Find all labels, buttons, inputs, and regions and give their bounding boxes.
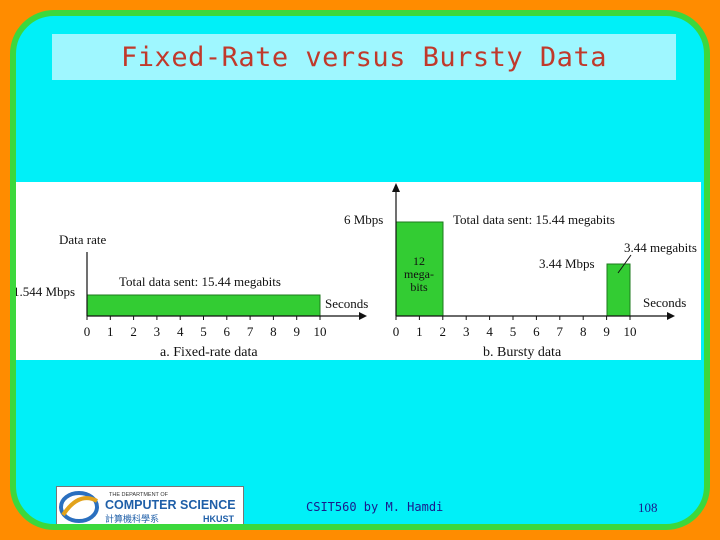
burst1-label-line1: 12 <box>413 254 425 268</box>
bursty-panel: 0 1 2 3 4 5 6 7 8 9 10 6 Mbps Total data sent: 15.… <box>344 183 697 360</box>
bursty-tick-label: 9 <box>603 324 610 339</box>
burst1-label-line3: bits <box>410 280 428 294</box>
bursty-tick-label: 2 <box>440 324 447 339</box>
fixed-x-arrow <box>359 312 367 320</box>
burst2-amount-label: 3.44 megabits <box>624 240 697 255</box>
logo-svg: THE DEPARTMENT OF COMPUTER SCIENCE 計算機科學… <box>59 491 236 525</box>
bursty-tick-label: 10 <box>624 324 637 339</box>
fixed-rate-bar <box>86 294 321 317</box>
bursty-tick-label: 8 <box>580 324 587 339</box>
slide-title: Fixed-Rate versus Bursty Data <box>121 41 607 73</box>
rate-diagram-svg: 0 1 2 3 4 5 6 7 8 9 10 Data rate 1.544 Mbps Total … <box>13 183 697 360</box>
burst2-pointer <box>617 254 632 274</box>
fixed-tick-label: 3 <box>154 324 161 339</box>
logo-line1: THE DEPARTMENT OF <box>109 492 169 498</box>
fixed-rate-label: 1.544 Mbps <box>13 284 75 299</box>
bursty-tick-label: 7 <box>557 324 564 339</box>
page-number: 108 <box>638 500 658 515</box>
bursty-x-label: Seconds <box>643 295 686 310</box>
bursty-caption: b. Bursty data <box>483 345 562 360</box>
logo-line2: COMPUTER SCIENCE <box>105 498 236 512</box>
bursty-rate-label: 6 Mbps <box>344 212 383 227</box>
fixed-y-label: Data rate <box>59 232 107 247</box>
bursty-tick-label: 1 <box>416 324 423 339</box>
logo-line4: HKUST <box>203 514 235 524</box>
fixed-total-label: Total data sent: 15.44 megabits <box>119 274 281 289</box>
bursty-tick-label: 3 <box>463 324 470 339</box>
logo-swirl-icon <box>59 491 99 523</box>
footer-text: CSIT560 by M. Hamdi <box>306 500 444 514</box>
department-logo: THE DEPARTMENT OF COMPUTER SCIENCE 計算機科學… <box>56 486 244 525</box>
fixed-tick-label: 0 <box>84 324 91 339</box>
bursty-total-label: Total data sent: 15.44 megabits <box>453 212 615 227</box>
fixed-tick-label: 10 <box>314 324 327 339</box>
bursty-ticks: 0 1 2 3 4 5 6 7 8 9 10 <box>393 316 637 339</box>
fixed-tick-label: 8 <box>270 324 277 339</box>
fixed-rate-panel: 0 1 2 3 4 5 6 7 8 9 10 Data rate 1.544 Mbps Total … <box>13 232 368 360</box>
fixed-tick-label: 7 <box>247 324 254 339</box>
burst1-label-line2: mega- <box>404 267 434 281</box>
bursty-tick-label: 4 <box>486 324 493 339</box>
bursty-x-arrow <box>667 312 675 320</box>
bursty-y-arrow <box>392 183 400 192</box>
title-box: Fixed-Rate versus Bursty Data <box>52 34 676 80</box>
fixed-x-label: Seconds <box>325 296 368 311</box>
bursty-tick-label: 0 <box>393 324 400 339</box>
fixed-tick-label: 2 <box>130 324 137 339</box>
fixed-ticks: 0 1 2 3 4 5 6 7 8 9 10 <box>84 316 327 339</box>
fixed-tick-label: 4 <box>177 324 184 339</box>
bursty-tick-label: 6 <box>533 324 540 339</box>
bursty-tick-label: 5 <box>510 324 517 339</box>
logo-swoosh-icon <box>61 496 98 517</box>
rate-diagram: 0 1 2 3 4 5 6 7 8 9 10 Data rate 1.544 Mbps Total … <box>13 182 701 360</box>
fixed-tick-label: 5 <box>200 324 207 339</box>
fixed-caption: a. Fixed-rate data <box>160 345 258 360</box>
burst2-rate-label: 3.44 Mbps <box>539 256 595 271</box>
fixed-tick-label: 6 <box>224 324 231 339</box>
burst-bar-1 <box>395 221 444 317</box>
fixed-tick-label: 9 <box>293 324 300 339</box>
logo-line3: 計算機科學系 <box>105 513 159 525</box>
fixed-tick-label: 1 <box>107 324 114 339</box>
